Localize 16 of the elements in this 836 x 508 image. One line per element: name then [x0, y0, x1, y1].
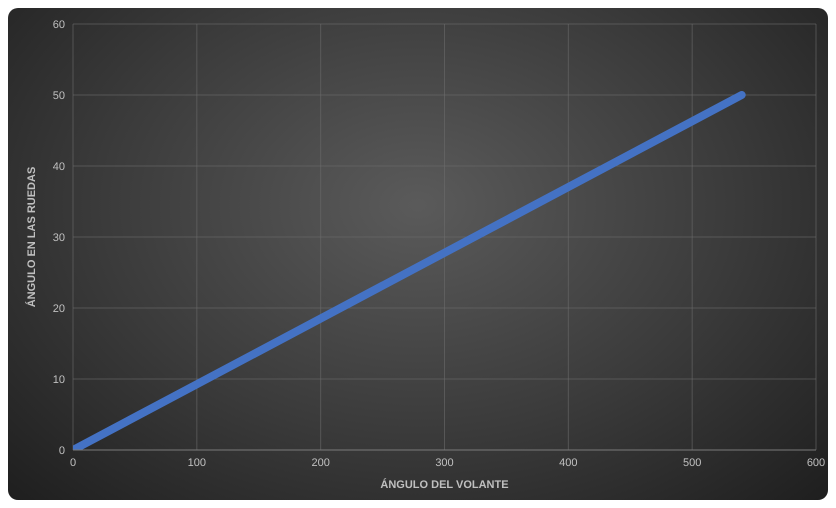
x-tick-label: 600 [806, 456, 826, 469]
y-axis-title: ÁNGULO EN LAS RUEDAS [24, 166, 38, 308]
x-tick-label: 100 [188, 456, 206, 469]
x-axis-title: ÁNGULO DEL VOLANTE [380, 478, 509, 491]
y-tick-label: 10 [52, 374, 65, 386]
y-tick-label: 40 [52, 160, 65, 173]
x-tick-label: 500 [682, 456, 702, 469]
x-tick-label: 0 [70, 456, 76, 469]
y-tick-label: 30 [52, 232, 65, 244]
y-tick-label: 20 [52, 302, 65, 315]
y-tick-label: 60 [52, 18, 65, 31]
x-tick-label: 300 [435, 456, 454, 469]
x-tick-label: 200 [311, 456, 330, 469]
x-tick-label: 400 [559, 456, 578, 469]
y-tick-label: 50 [52, 90, 65, 102]
y-tick-label: 0 [58, 444, 65, 457]
